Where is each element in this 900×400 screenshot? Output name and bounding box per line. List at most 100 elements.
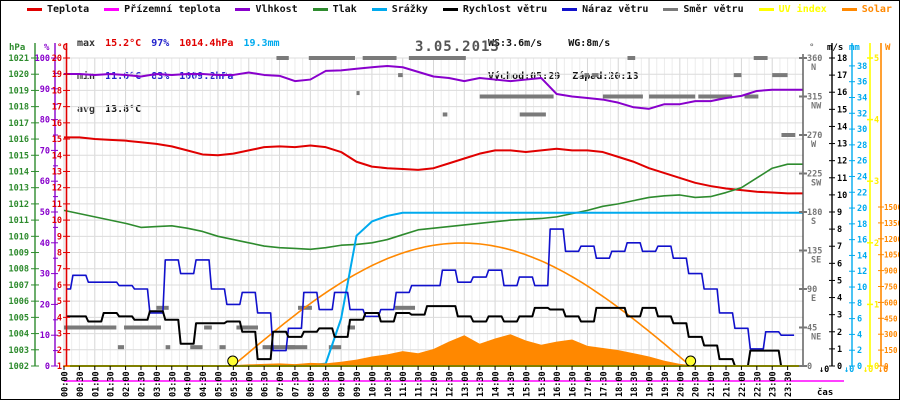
svg-text:17: 17 [52, 103, 62, 113]
svg-text:5: 5 [874, 54, 879, 64]
svg-text:28: 28 [857, 141, 867, 151]
svg-text:04:00: 04:00 [184, 371, 194, 397]
svg-text:9: 9 [57, 232, 62, 242]
legend-label: Srážky [391, 4, 428, 15]
svg-text:270: 270 [807, 131, 822, 141]
svg-text:45: 45 [807, 324, 817, 334]
sunrise-time: Východ:05:29 [488, 71, 561, 82]
legend-item-9: Solar [841, 4, 892, 15]
svg-text:150: 150 [884, 346, 898, 355]
svg-text:16: 16 [837, 88, 847, 98]
svg-text:0: 0 [857, 362, 862, 372]
svg-text:04:30: 04:30 [199, 371, 209, 397]
legend-item-7: Směr větru [663, 4, 744, 15]
svg-text:90: 90 [807, 285, 817, 295]
svg-text:1050: 1050 [884, 251, 899, 260]
svg-text:18: 18 [837, 54, 847, 64]
svg-text:11:00: 11:00 [399, 371, 409, 397]
svg-text:6: 6 [57, 281, 62, 291]
date-title: 3.05.2013 [415, 39, 500, 55]
sun-times-row: Východ:05:29 Západ:20:13 [488, 71, 638, 82]
svg-text:300: 300 [884, 330, 898, 339]
svg-text:22:30: 22:30 [753, 371, 763, 397]
max-rain: 19.3mm [243, 38, 280, 49]
svg-text:1018: 1018 [9, 103, 29, 113]
svg-text:12: 12 [52, 184, 62, 194]
legend-item-5: Rychlost větru [442, 4, 547, 15]
legend-label: Náraz větru [582, 4, 649, 15]
svg-text:↓0: ↓0 [844, 365, 854, 375]
svg-text:13: 13 [52, 167, 62, 177]
svg-text:180: 180 [807, 208, 822, 218]
svg-text:6: 6 [857, 315, 862, 325]
svg-text:360: 360 [807, 54, 822, 64]
svg-text:8: 8 [837, 225, 842, 235]
svg-text:1014: 1014 [9, 167, 29, 177]
wind-speed-summary: WS:3.6m/s [488, 38, 543, 49]
svg-text:50: 50 [40, 208, 50, 218]
svg-text:100: 100 [35, 54, 50, 64]
svg-text:0: 0 [884, 362, 889, 371]
svg-text:10: 10 [52, 216, 62, 226]
svg-text:°C: °C [57, 43, 68, 53]
svg-text:1016: 1016 [9, 135, 29, 145]
svg-text:19: 19 [52, 70, 62, 80]
stats-block: max 15.2°C 97% 1014.4hPa 19.3mm min 11.6°C 83%… [77, 16, 290, 137]
solar-clear-sky-curve [232, 242, 688, 367]
svg-text:17: 17 [837, 71, 847, 81]
svg-text:18:30: 18:30 [630, 371, 640, 397]
svg-text:7: 7 [57, 265, 62, 275]
sunrise-marker-icon [227, 355, 239, 367]
svg-text:80: 80 [40, 116, 50, 126]
max-temp: 15.2°C [105, 38, 142, 49]
avg-temp: 13.8°C [105, 104, 142, 115]
svg-text:15: 15 [52, 135, 62, 145]
legend-item-8: UV index [758, 4, 827, 15]
svg-text:600: 600 [884, 298, 898, 307]
svg-text:06:00: 06:00 [245, 371, 255, 397]
svg-text:15: 15 [837, 105, 847, 115]
svg-text:08:00: 08:00 [307, 371, 317, 397]
svg-text:36: 36 [857, 78, 867, 88]
svg-text:9: 9 [837, 208, 842, 218]
svg-text:1004: 1004 [9, 330, 29, 340]
svg-text:1010: 1010 [9, 232, 29, 242]
svg-text:15:00: 15:00 [522, 371, 532, 397]
svg-text:16: 16 [857, 236, 867, 246]
svg-text:0: 0 [45, 362, 50, 372]
series-teplota [64, 136, 803, 195]
svg-text:1: 1 [874, 300, 879, 310]
legend-item-2: Vlhkost [235, 4, 298, 15]
svg-text:W: W [885, 43, 891, 53]
svg-text:1350: 1350 [884, 219, 899, 228]
svg-text:čas: čas [817, 387, 833, 398]
svg-text:07:30: 07:30 [291, 371, 301, 397]
svg-text:70: 70 [40, 146, 50, 156]
svg-text:5: 5 [837, 276, 842, 286]
svg-text:11: 11 [837, 174, 847, 184]
legend-swatch-icon [663, 8, 679, 11]
svg-text:8: 8 [57, 249, 62, 259]
legend-swatch-icon [758, 8, 774, 11]
svg-text:26: 26 [857, 157, 867, 167]
svg-text:1011: 1011 [9, 216, 29, 226]
stats-max-row: max 15.2°C 97% 1014.4hPa 19.3mm [77, 38, 290, 49]
svg-text:30: 30 [40, 270, 50, 280]
svg-text:1200: 1200 [884, 235, 899, 244]
svg-text:14: 14 [857, 251, 867, 261]
svg-text:14:00: 14:00 [492, 371, 502, 397]
svg-text:6: 6 [837, 259, 842, 269]
legend-label: Vlhkost [255, 4, 298, 15]
svg-text:18: 18 [52, 86, 62, 96]
svg-text:1: 1 [837, 345, 842, 355]
svg-text:10:30: 10:30 [384, 371, 394, 397]
svg-text:12:30: 12:30 [445, 371, 455, 397]
svg-text:08:30: 08:30 [322, 371, 332, 397]
stats-min-row: min 11.6°C 83% 1009.2hPa [77, 71, 290, 82]
svg-text:09:30: 09:30 [353, 371, 363, 397]
svg-text:12:00: 12:00 [430, 371, 440, 397]
svg-text:3: 3 [837, 311, 842, 321]
svg-text:1003: 1003 [9, 346, 29, 356]
sunset-marker-icon [685, 355, 697, 367]
